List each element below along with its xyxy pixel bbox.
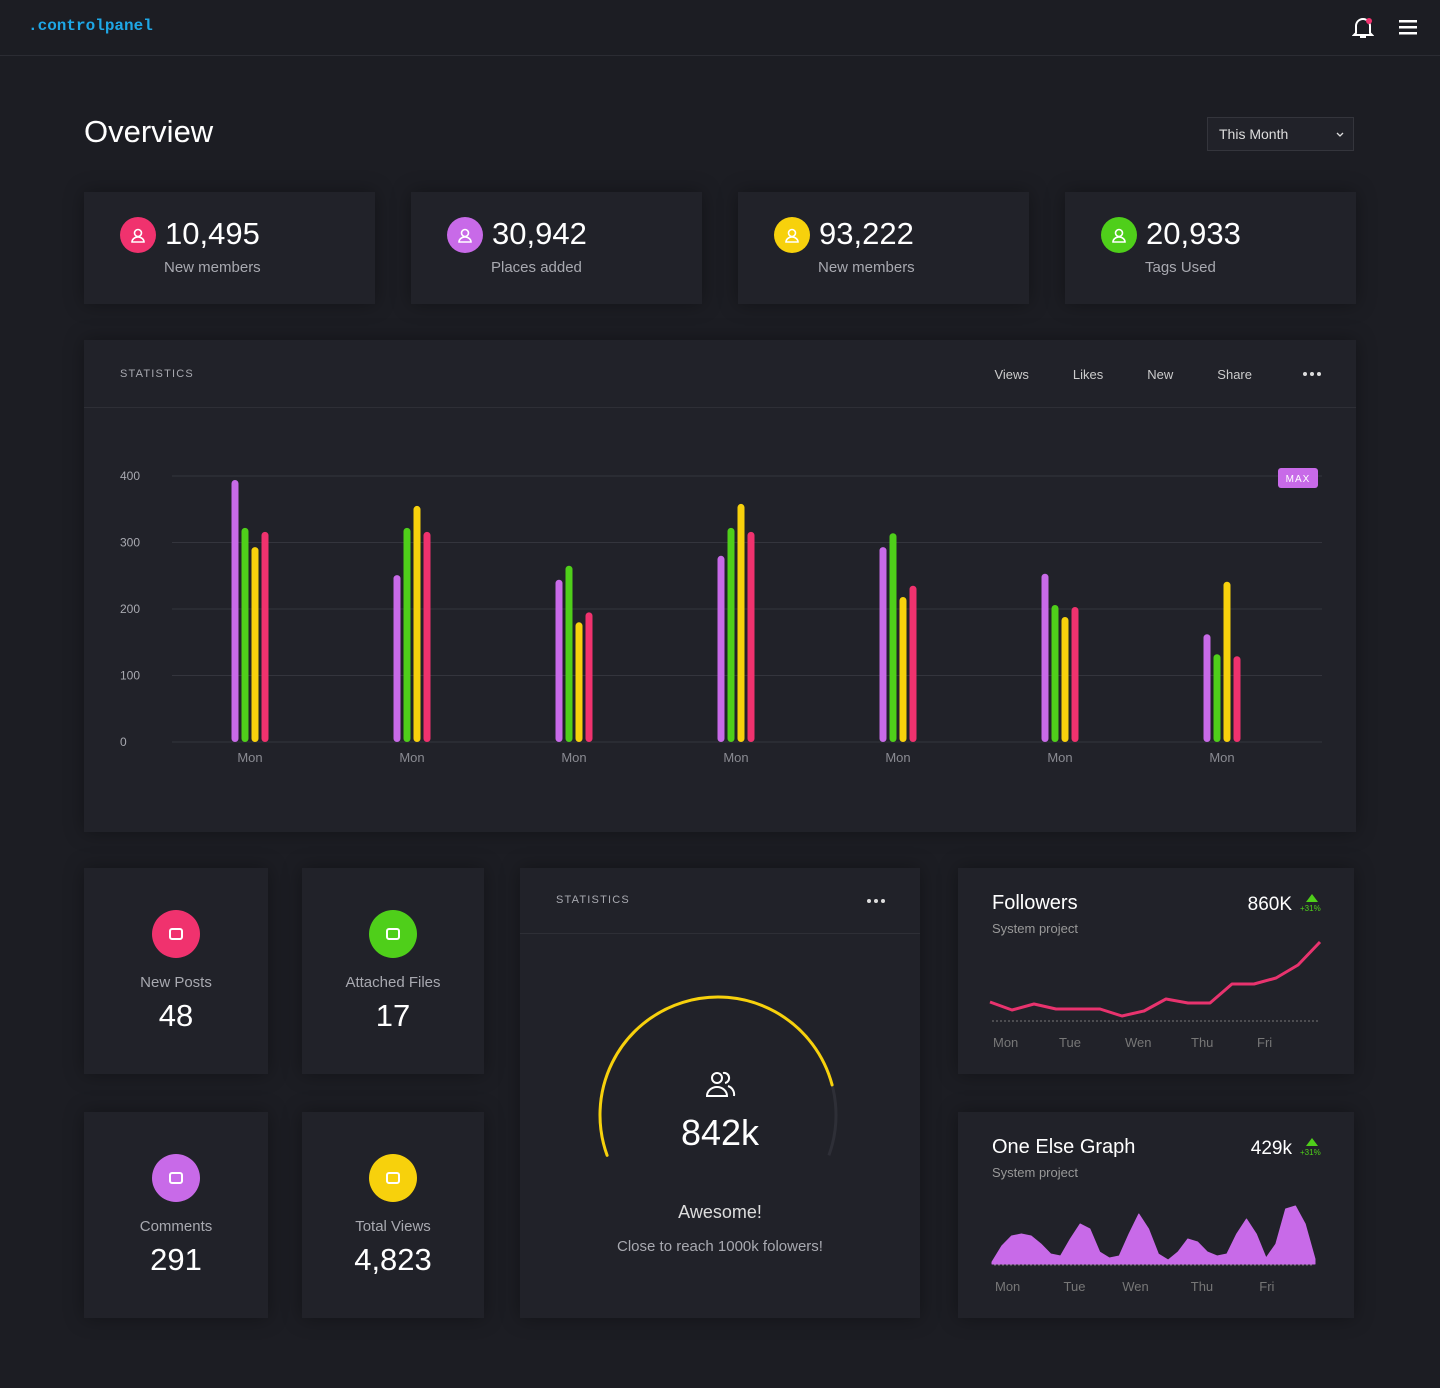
card-subtitle: System project bbox=[992, 921, 1078, 936]
card-title: STATISTICS bbox=[120, 368, 194, 380]
gauge-headline: Awesome! bbox=[678, 1202, 762, 1222]
kpi-label: New members bbox=[818, 259, 915, 276]
tile-label: New Posts bbox=[140, 974, 212, 991]
kpi-value: 10,495 bbox=[165, 216, 260, 251]
statistics-card: STATISTICS Views Likes New Share bbox=[84, 340, 1356, 832]
legend-item: Share bbox=[1217, 367, 1252, 382]
card-title: One Else Graph bbox=[992, 1136, 1136, 1158]
stat-tile: New Posts 48 bbox=[84, 868, 268, 1074]
graph-card: One Else Graph System project 429k +31% bbox=[958, 1112, 1354, 1318]
legend-label: Likes bbox=[1072, 367, 1104, 382]
total: 429k bbox=[1250, 1138, 1292, 1159]
glyph bbox=[458, 228, 472, 243]
kpi-label: Places added bbox=[491, 259, 582, 276]
glyph bbox=[386, 1172, 400, 1184]
chevron bbox=[1336, 132, 1344, 137]
kpi-value: 30,942 bbox=[492, 216, 587, 251]
top-bar: .controlpanel bbox=[0, 0, 1440, 56]
tile-icon bbox=[369, 1154, 417, 1202]
legend-label: New bbox=[1147, 367, 1174, 382]
bell-icon[interactable] bbox=[1352, 16, 1374, 40]
gauge-card: STATISTICS 842k Awesome! Close to reach … bbox=[520, 868, 920, 1318]
tile-label: Total Views bbox=[355, 1218, 431, 1235]
tile-icon bbox=[152, 910, 200, 958]
kpi-label: Tags Used bbox=[1145, 259, 1216, 276]
change: +31% bbox=[1300, 904, 1321, 913]
tile-value: 17 bbox=[375, 998, 411, 1033]
legend-label: Views bbox=[994, 367, 1029, 382]
glyph bbox=[131, 228, 145, 243]
kpi-value: 20,933 bbox=[1146, 216, 1241, 251]
more-button[interactable] bbox=[1303, 372, 1321, 376]
kpi-card: 10,495 New members bbox=[84, 192, 375, 304]
page-title: Overview bbox=[84, 114, 214, 149]
tile-label: Comments bbox=[139, 1218, 213, 1235]
people-icon bbox=[705, 1071, 736, 1097]
glyph bbox=[169, 928, 183, 940]
gauge-note: Close to reach 1000k folowers! bbox=[617, 1238, 823, 1255]
stat-tile: Comments 291 bbox=[84, 1112, 268, 1318]
kpi-card: 20,933 Tags Used bbox=[1065, 192, 1356, 304]
glyph bbox=[169, 1172, 183, 1184]
divider bbox=[84, 407, 1356, 408]
gauge-value: 842k bbox=[680, 1112, 760, 1153]
tile-label: Attached Files bbox=[345, 974, 441, 991]
period-select[interactable]: This Month bbox=[1207, 117, 1354, 151]
tile-icon bbox=[152, 1154, 200, 1202]
followers-card: Followers System project 860K +31% bbox=[958, 868, 1354, 1074]
card-title: Followers bbox=[992, 892, 1078, 914]
legend-label: Share bbox=[1217, 367, 1252, 382]
brand[interactable]: .controlpanel bbox=[28, 17, 153, 35]
kpi-icon bbox=[774, 217, 810, 253]
tile-value: 48 bbox=[158, 998, 194, 1033]
kpi-icon bbox=[120, 217, 156, 253]
more-button[interactable] bbox=[867, 899, 885, 903]
tile-icon bbox=[369, 910, 417, 958]
card-subtitle: System project bbox=[992, 1165, 1078, 1180]
kpi-value: 93,222 bbox=[819, 216, 914, 251]
kpi-icon bbox=[447, 217, 483, 253]
change: +31% bbox=[1300, 1148, 1321, 1157]
glyph bbox=[1112, 228, 1126, 243]
total: 860K bbox=[1247, 894, 1292, 915]
glyph bbox=[785, 228, 799, 243]
kpi-label: New members bbox=[164, 259, 261, 276]
glyph bbox=[386, 928, 400, 940]
stat-tile: Total Views 4,823 bbox=[302, 1112, 484, 1318]
legend-item: Views bbox=[994, 367, 1028, 382]
tile-value: 291 bbox=[150, 1242, 202, 1277]
legend-item: Likes bbox=[1073, 367, 1103, 382]
kpi-card: 30,942 Places added bbox=[411, 192, 702, 304]
up-arrow bbox=[1306, 894, 1318, 902]
legend-item: New bbox=[1147, 367, 1173, 382]
legend: Views Likes New Share bbox=[994, 367, 1252, 382]
kpi-icon bbox=[1101, 217, 1137, 253]
card-title: STATISTICS bbox=[556, 894, 630, 906]
menu-icon[interactable] bbox=[1399, 19, 1417, 35]
kpi-card: 93,222 New members bbox=[738, 192, 1029, 304]
up-arrow bbox=[1306, 1138, 1318, 1146]
divider bbox=[520, 933, 920, 934]
stat-tile: Attached Files 17 bbox=[302, 868, 484, 1074]
tile-value: 4,823 bbox=[354, 1242, 432, 1277]
period-label: This Month bbox=[1219, 126, 1289, 142]
